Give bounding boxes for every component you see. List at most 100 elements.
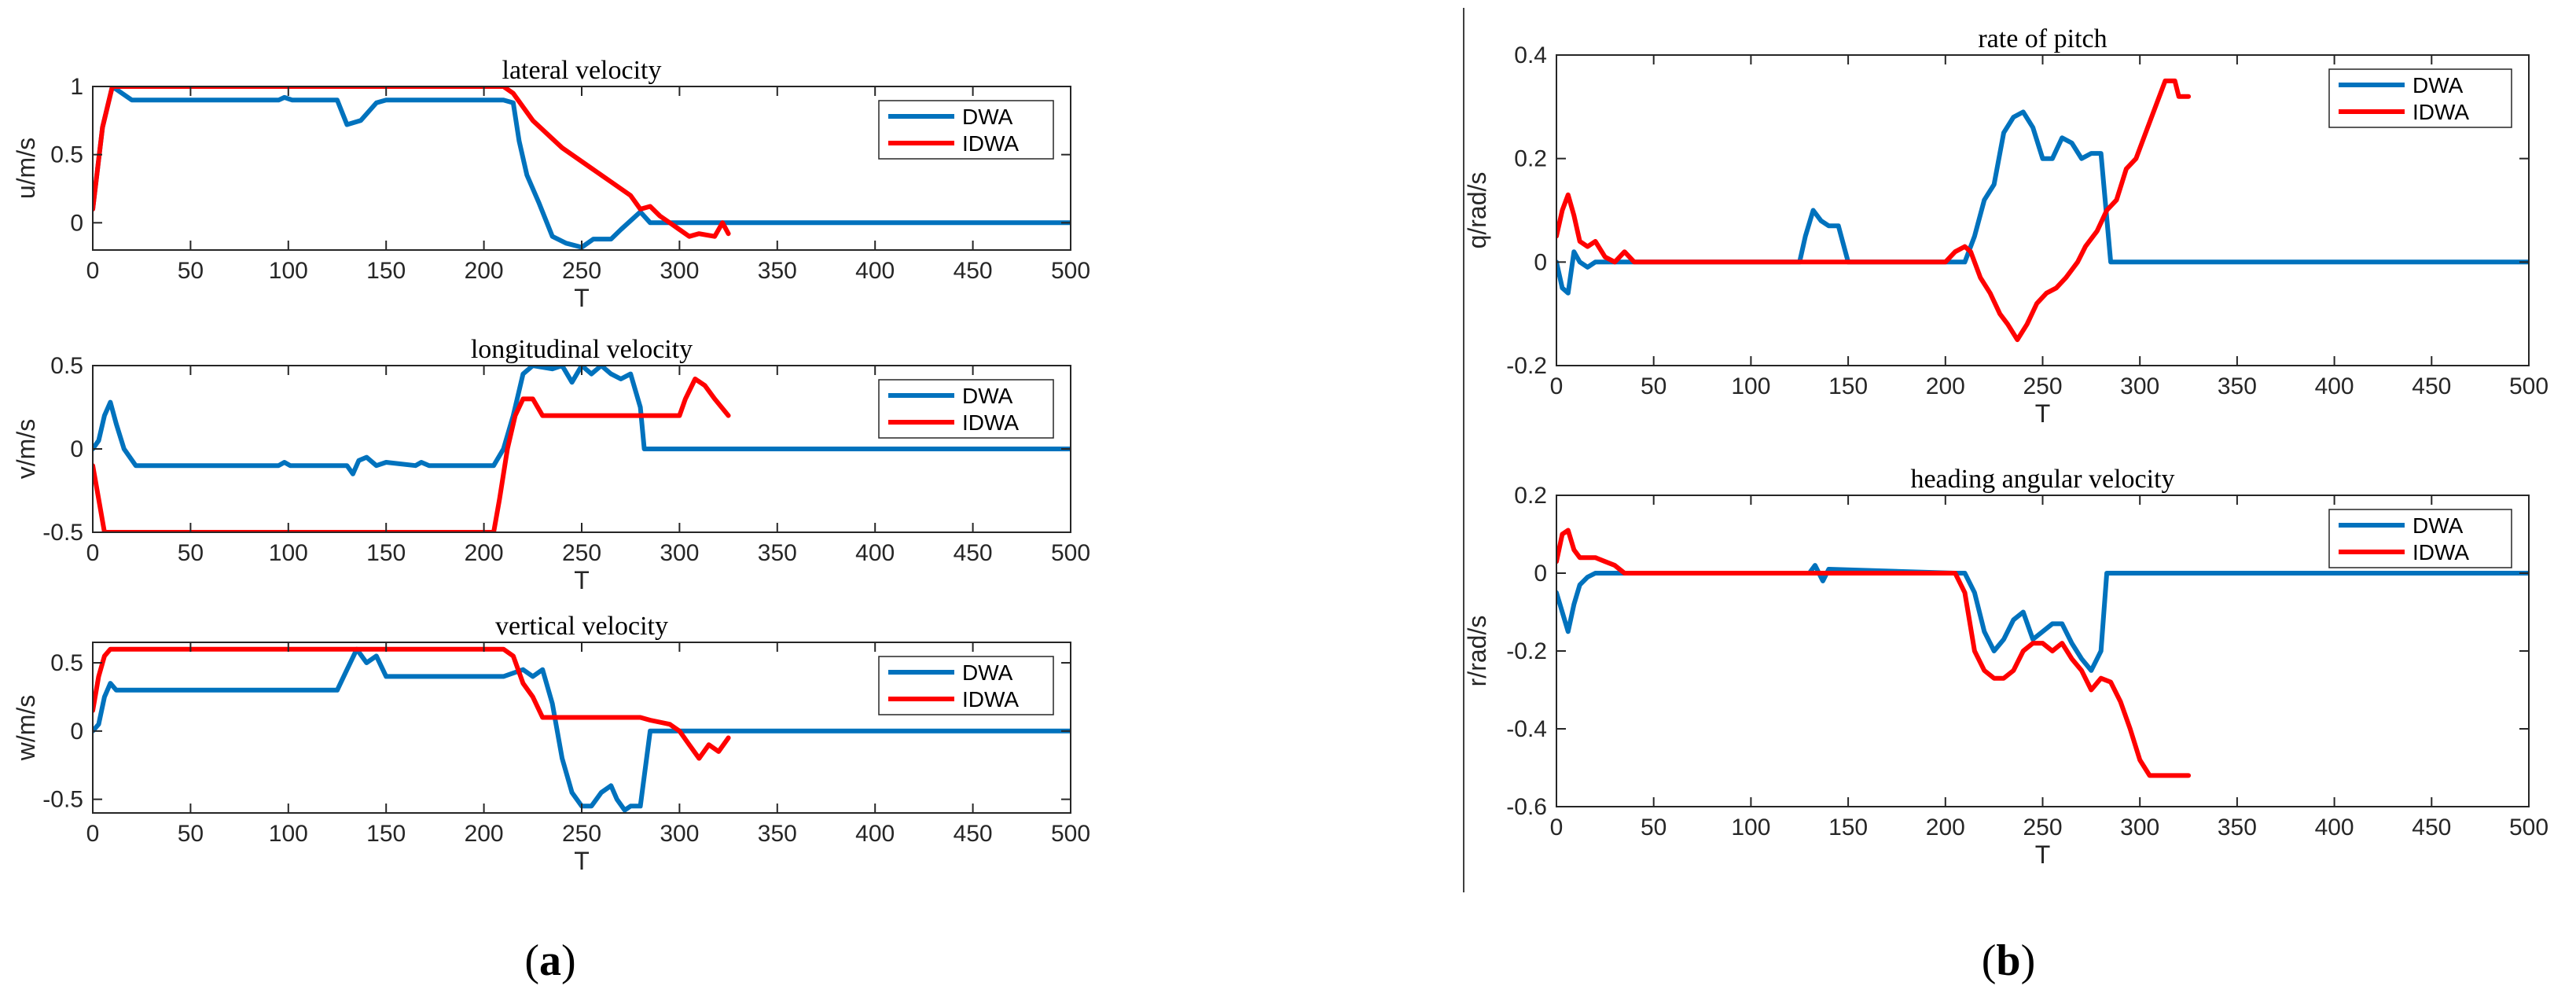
chart-title: lateral velocity — [502, 56, 662, 85]
x-tick-label: 150 — [1828, 815, 1868, 840]
chart-title: vertical velocity — [495, 612, 668, 641]
x-tick-label: 250 — [562, 540, 601, 566]
x-tick-label: 450 — [2412, 373, 2451, 399]
series-line-idwa — [93, 86, 731, 239]
y-axis-label: q/rad/s — [1463, 172, 1491, 249]
x-tick-label: 250 — [2023, 373, 2062, 399]
subplot-4: 0 50 100 150 200 250 300 350 400 450 500-0.200.20.… — [1463, 24, 2548, 428]
x-tick-label: 500 — [1051, 258, 1090, 284]
legend-label-dwa: DWA — [962, 384, 1013, 408]
legend-label-idwa: IDWA — [2412, 540, 2469, 565]
x-tick-label: 100 — [269, 821, 308, 847]
x-axis-label: T — [574, 566, 590, 594]
series-line-dwa — [93, 646, 1071, 813]
y-tick-label: -0.2 — [1506, 638, 1547, 664]
x-tick-label: 100 — [269, 258, 308, 284]
x-tick-label: 0 — [86, 258, 100, 284]
x-tick-label: 150 — [366, 540, 406, 566]
y-tick-label: 0 — [70, 436, 83, 462]
x-tick-label: 100 — [1731, 815, 1770, 840]
x-tick-label: 500 — [2509, 373, 2548, 399]
x-tick-label: 50 — [178, 258, 204, 284]
x-tick-label: 0 — [1550, 815, 1564, 840]
chart-title: heading angular velocity — [1910, 465, 2174, 494]
x-tick-label: 300 — [2120, 373, 2159, 399]
panel-a-label: (a) — [524, 936, 575, 985]
y-tick-label: -0.5 — [42, 787, 83, 813]
y-axis-label: v/m/s — [12, 419, 40, 479]
x-tick-label: 300 — [660, 821, 699, 847]
y-tick-label: 0 — [70, 719, 83, 745]
plots-container: 0 50 100 150 200 250 300 350 400 450 50000.51later… — [12, 24, 2548, 875]
x-tick-label: 400 — [855, 258, 895, 284]
series-line-idwa — [93, 646, 731, 761]
y-axis-label: r/rad/s — [1463, 616, 1491, 687]
x-tick-label: 200 — [1926, 815, 1965, 840]
x-tick-label: 500 — [1051, 540, 1090, 566]
x-tick-label: 50 — [178, 540, 204, 566]
subplot-5: 0 50 100 150 200 250 300 350 400 450 500 -0.6 -0.4 -0… — [1463, 465, 2548, 869]
x-tick-label: 450 — [954, 258, 993, 284]
x-tick-label: 300 — [660, 540, 699, 566]
x-tick-label: 400 — [2315, 815, 2354, 840]
y-tick-label: 0.5 — [50, 353, 83, 379]
x-axis-label: T — [574, 284, 590, 312]
x-tick-label: 0 — [86, 540, 100, 566]
y-tick-label: 0 — [70, 210, 83, 236]
x-tick-label: 350 — [2218, 815, 2257, 840]
x-tick-label: 350 — [758, 540, 797, 566]
legend-label-idwa: IDWA — [962, 410, 1019, 435]
y-tick-label: 0.2 — [1514, 483, 1547, 509]
x-tick-label: 200 — [465, 821, 504, 847]
x-tick-label: 350 — [2218, 373, 2257, 399]
y-axis-label: u/m/s — [12, 138, 40, 199]
x-tick-label: 400 — [2315, 373, 2354, 399]
x-tick-label: 200 — [465, 258, 504, 284]
x-tick-label: 350 — [758, 821, 797, 847]
x-tick-label: 450 — [2412, 815, 2451, 840]
subplot-2: 0 50 100 150 200 250 300 350 400 450 500-0.500.5lo… — [12, 335, 1090, 594]
legend-label-idwa: IDWA — [962, 131, 1019, 156]
legend-label-idwa: IDWA — [962, 687, 1019, 712]
x-tick-label: 400 — [855, 540, 895, 566]
legend-box — [878, 379, 1054, 439]
y-tick-label: -0.5 — [42, 520, 83, 546]
series-line-dwa — [93, 86, 1071, 250]
x-tick-label: 150 — [366, 821, 406, 847]
x-tick-label: 250 — [562, 258, 601, 284]
x-tick-label: 350 — [758, 258, 797, 284]
legend-label-dwa: DWA — [962, 105, 1013, 129]
x-tick-label: 500 — [2509, 815, 2548, 840]
y-tick-label: 0 — [1534, 249, 1547, 275]
x-tick-label: 200 — [1926, 373, 1965, 399]
x-tick-label: 50 — [1641, 373, 1666, 399]
series-line-dwa — [93, 366, 1071, 476]
legend-label-dwa: DWA — [2412, 513, 2464, 538]
panel-b-label: (b) — [1982, 936, 2035, 985]
y-tick-label: 1 — [70, 74, 83, 100]
y-tick-label: -0.2 — [1506, 353, 1547, 379]
series-line-dwa — [1556, 109, 2529, 296]
x-axis-label: T — [2035, 840, 2051, 869]
x-axis-label: T — [574, 847, 590, 875]
y-tick-label: 0 — [1534, 561, 1547, 587]
x-tick-label: 300 — [660, 258, 699, 284]
legend-label-idwa: IDWA — [2412, 100, 2469, 124]
x-tick-label: 500 — [1051, 821, 1090, 847]
legend-box — [2328, 509, 2512, 568]
x-tick-label: 250 — [562, 821, 601, 847]
x-tick-label: 300 — [2120, 815, 2159, 840]
subplot-3: 0 50 100 150 200 250 300 350 400 450 500-0.500.5ve… — [12, 612, 1090, 875]
chart-title: longitudinal velocity — [471, 335, 693, 364]
y-tick-label: -0.4 — [1506, 716, 1547, 742]
y-axis-label: w/m/s — [12, 695, 40, 762]
y-tick-label: 0.2 — [1514, 146, 1547, 172]
legend-label-dwa: DWA — [962, 660, 1013, 685]
y-tick-label: 0.5 — [50, 650, 83, 676]
x-tick-label: 50 — [1641, 815, 1666, 840]
y-tick-label: -0.6 — [1506, 794, 1547, 820]
